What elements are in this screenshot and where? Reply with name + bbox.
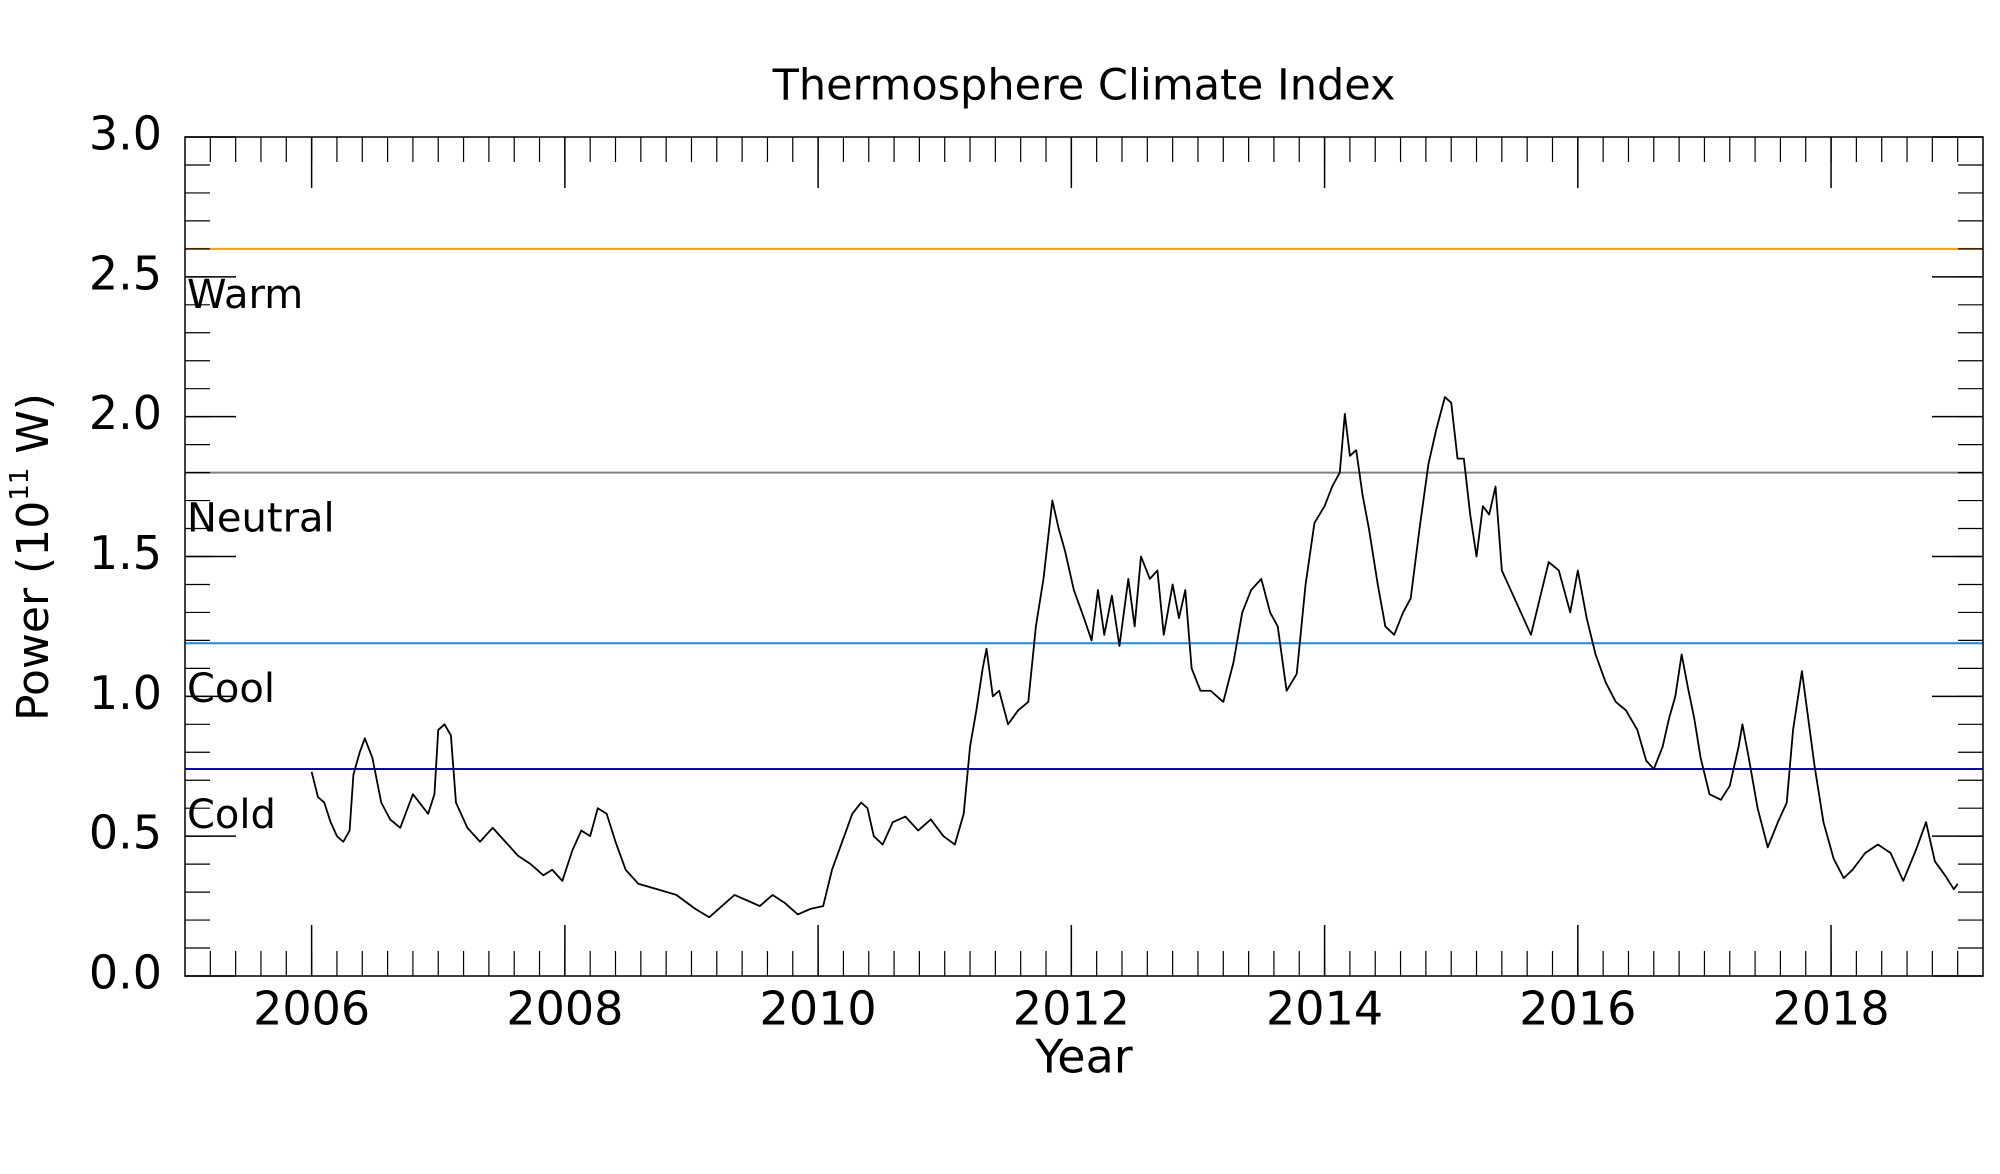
data-line: [310, 396, 1959, 919]
reference-label: Warm: [187, 272, 303, 318]
y-tick-label: 0.0: [89, 946, 162, 1000]
x-tick-label: 2014: [1266, 982, 1383, 1036]
reference-label: Cool: [187, 666, 275, 712]
x-tick-label: 2012: [1013, 982, 1130, 1036]
reference-label: Cold: [187, 792, 276, 838]
y-tick-label: 2.0: [89, 386, 162, 440]
y-tick-label: 1.0: [89, 666, 162, 720]
y-axis-title-exponent: 11: [5, 468, 35, 501]
y-tick-label: 2.5: [89, 246, 162, 300]
y-tick-label: 0.5: [89, 806, 162, 860]
x-axis-title: Year: [1034, 1030, 1132, 1084]
chart-title: Thermosphere Climate Index: [772, 61, 1396, 111]
reference-label: Neutral: [187, 496, 335, 542]
y-axis-title-unit: W): [8, 393, 59, 468]
x-tick-label: 2016: [1519, 982, 1636, 1036]
x-tick-label: 2008: [506, 982, 623, 1036]
plot-frame: [184, 136, 1984, 977]
y-tick-label: 1.5: [89, 526, 162, 580]
y-tick-label: 3.0: [89, 107, 162, 161]
y-axis-title: Power (1011 W): [5, 393, 60, 721]
y-axis-title-base: Power (10: [8, 501, 59, 721]
x-tick-label: 2010: [760, 982, 877, 1036]
x-tick-label: 2006: [253, 982, 370, 1036]
x-tick-label: 2018: [1773, 982, 1890, 1036]
